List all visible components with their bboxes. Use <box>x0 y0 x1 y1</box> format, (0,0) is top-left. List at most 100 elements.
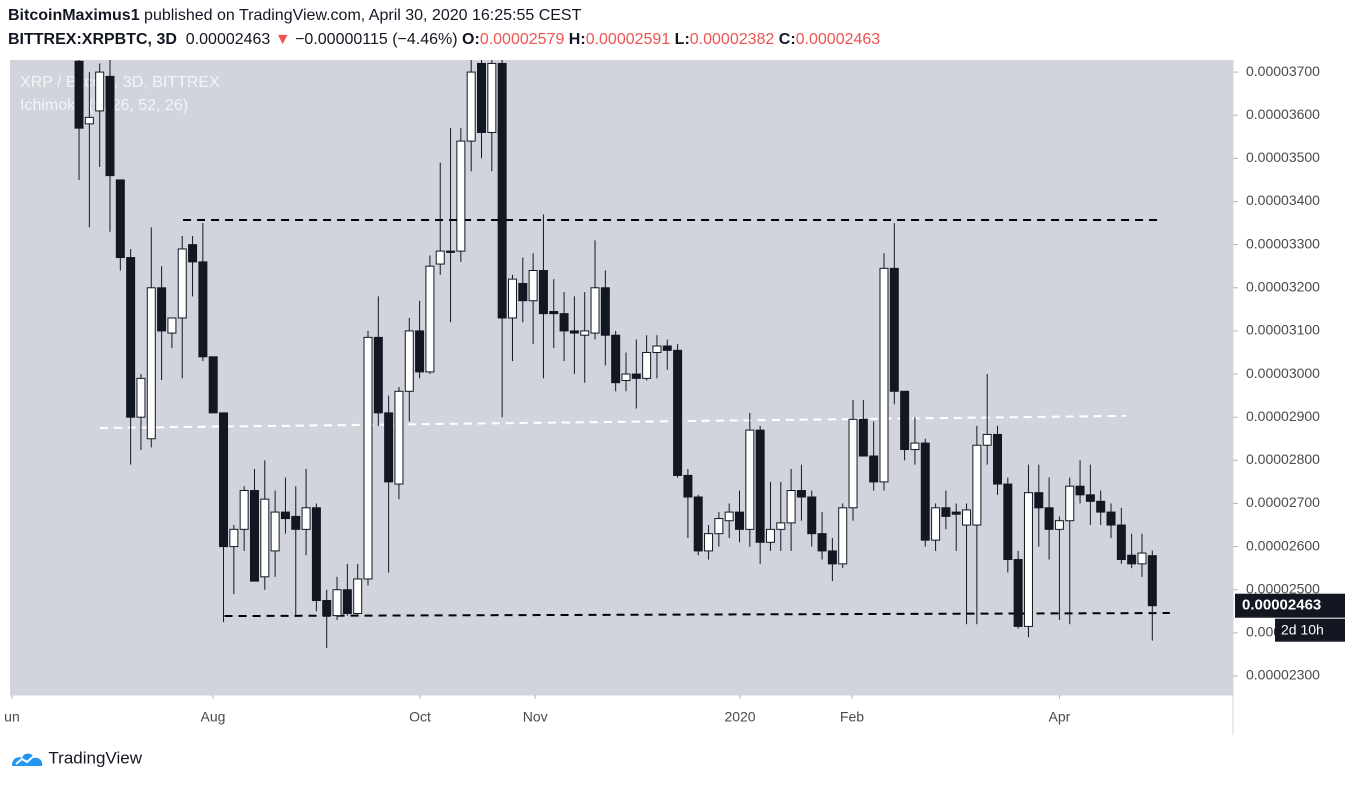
y-tick-label: 0.00002700 <box>1246 494 1320 510</box>
x-tick-label: un <box>4 709 20 725</box>
candle-body <box>827 550 837 565</box>
candle-body <box>311 507 321 602</box>
y-tick-label: 0.00002900 <box>1246 408 1320 424</box>
candle-body <box>487 62 497 133</box>
candle-body <box>889 267 899 392</box>
candle-body <box>270 511 280 552</box>
candle-body <box>177 248 187 319</box>
level-line <box>99 414 1126 429</box>
candle-body <box>879 267 889 483</box>
axes: 0.000023000.000024000.000025000.00002600… <box>4 63 1345 725</box>
ohlc-key: C: <box>778 31 796 48</box>
y-tick-label: 0.00003700 <box>1246 63 1320 79</box>
candle-body <box>993 433 1003 485</box>
level-line <box>224 612 1170 618</box>
logo <box>12 753 43 766</box>
brand: TradingView <box>48 748 142 768</box>
candle-body <box>167 317 177 334</box>
candle-body <box>590 287 600 334</box>
candle-body <box>507 278 517 319</box>
candle-body <box>425 265 435 373</box>
y-tick-label: 0.00003000 <box>1246 365 1320 381</box>
candle-body <box>1013 559 1023 627</box>
candle-body <box>1044 507 1054 530</box>
candle-body <box>972 444 982 526</box>
candle-body <box>291 515 301 530</box>
candle-body <box>415 330 425 373</box>
candle-body <box>1023 492 1033 627</box>
candle-body <box>714 518 724 535</box>
candle-body <box>301 507 311 530</box>
logo-cloud <box>12 753 43 766</box>
candle-body <box>869 455 879 483</box>
candle-body <box>776 522 786 530</box>
candle-body <box>673 349 683 476</box>
candle-body <box>569 330 579 334</box>
symbol: BITTREX:XRPBTC, 3D <box>8 31 177 48</box>
candle-body <box>1127 554 1137 565</box>
candle-body <box>1147 555 1157 607</box>
x-tick-label: 2020 <box>724 709 755 725</box>
candle-body <box>580 330 590 336</box>
candle-body <box>858 418 868 457</box>
candle-body <box>704 533 714 552</box>
candle-body <box>662 345 672 351</box>
candle-body <box>962 509 972 526</box>
candle-body <box>198 261 208 358</box>
x-tick-label: Nov <box>523 709 548 725</box>
candle-body <box>115 179 125 259</box>
x-tick-label: Oct <box>409 709 431 725</box>
candle-body <box>735 511 745 530</box>
candle-body <box>332 589 342 617</box>
candle-body <box>219 412 229 548</box>
candle-body <box>941 507 951 517</box>
candle-body <box>280 511 290 520</box>
candle-body <box>1096 500 1106 513</box>
y-tick-label: 0.00003500 <box>1246 149 1320 165</box>
candle-body <box>435 250 445 265</box>
header-line: BITTREX:XRPBTC, 3D 0.00002463 ▼ −0.00000… <box>8 31 880 49</box>
candle-body <box>755 429 765 543</box>
candle-body <box>1034 492 1044 509</box>
countdown-box <box>1275 618 1345 642</box>
change: −0.00000115 (−4.46%) <box>295 31 458 48</box>
candle-body <box>1137 552 1147 565</box>
candle-body <box>229 528 239 548</box>
y-tick-label: 0.00002800 <box>1246 451 1320 467</box>
candle-body <box>1065 485 1075 522</box>
candle-body <box>848 418 858 509</box>
watermark: XRP / Bitcoin, 3D, BITTREX <box>20 74 220 91</box>
candle-body <box>353 578 363 614</box>
candle-body <box>260 498 270 578</box>
candle-body <box>1054 520 1064 530</box>
candle-body <box>1075 485 1085 496</box>
ohlc-value: 0.00002382 <box>689 31 775 48</box>
candle-body <box>105 75 115 177</box>
candle-body <box>559 313 569 332</box>
y-tick-label: 0.00002300 <box>1246 667 1320 683</box>
candle-body <box>631 373 641 379</box>
candle-body <box>683 474 693 498</box>
x-tick-label: Apr <box>1049 709 1071 725</box>
candle-body <box>549 310 559 315</box>
candle-body <box>394 390 404 485</box>
candle-body <box>1003 483 1013 561</box>
candle-body <box>373 336 383 414</box>
ohlc-key: H: <box>568 31 586 48</box>
candle-body <box>652 345 662 353</box>
ohlc-key: O: <box>462 31 480 48</box>
candle-body <box>1116 524 1126 561</box>
candle-body <box>528 270 538 302</box>
arrow: ▼ <box>274 31 291 48</box>
y-tick-label: 0.00003200 <box>1246 278 1320 294</box>
candle-body <box>982 433 992 446</box>
countdown: 2d 10h <box>1281 621 1324 637</box>
candle-body <box>466 71 476 142</box>
price-label: 0.00002463 <box>1242 597 1321 614</box>
candle-body <box>126 257 136 418</box>
candle-body <box>136 377 146 418</box>
candle-body <box>1106 511 1116 526</box>
candle-body <box>621 373 631 382</box>
